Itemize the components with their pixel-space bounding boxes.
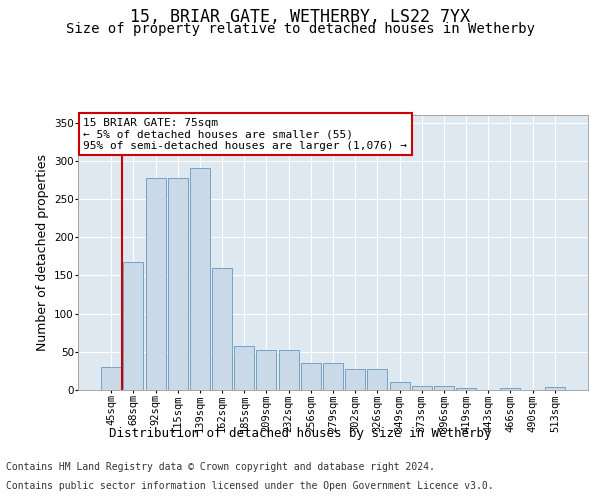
Bar bbox=[323, 364, 343, 390]
Text: 15 BRIAR GATE: 75sqm
← 5% of detached houses are smaller (55)
95% of semi-detach: 15 BRIAR GATE: 75sqm ← 5% of detached ho… bbox=[83, 118, 407, 151]
Bar bbox=[278, 350, 299, 390]
Bar bbox=[545, 387, 565, 390]
Bar bbox=[146, 178, 166, 390]
Bar bbox=[190, 168, 210, 390]
Text: Contains HM Land Registry data © Crown copyright and database right 2024.: Contains HM Land Registry data © Crown c… bbox=[6, 462, 435, 472]
Bar bbox=[434, 386, 454, 390]
Bar bbox=[367, 370, 388, 390]
Bar bbox=[345, 370, 365, 390]
Bar bbox=[256, 350, 277, 390]
Text: Distribution of detached houses by size in Wetherby: Distribution of detached houses by size … bbox=[109, 428, 491, 440]
Bar bbox=[389, 382, 410, 390]
Bar bbox=[456, 388, 476, 390]
Bar bbox=[500, 388, 520, 390]
Text: Contains public sector information licensed under the Open Government Licence v3: Contains public sector information licen… bbox=[6, 481, 494, 491]
Text: 15, BRIAR GATE, WETHERBY, LS22 7YX: 15, BRIAR GATE, WETHERBY, LS22 7YX bbox=[130, 8, 470, 26]
Bar bbox=[234, 346, 254, 390]
Bar bbox=[101, 367, 121, 390]
Bar bbox=[301, 364, 321, 390]
Bar bbox=[212, 268, 232, 390]
Bar bbox=[124, 262, 143, 390]
Bar bbox=[412, 386, 432, 390]
Text: Size of property relative to detached houses in Wetherby: Size of property relative to detached ho… bbox=[65, 22, 535, 36]
Y-axis label: Number of detached properties: Number of detached properties bbox=[35, 154, 49, 351]
Bar bbox=[168, 178, 188, 390]
